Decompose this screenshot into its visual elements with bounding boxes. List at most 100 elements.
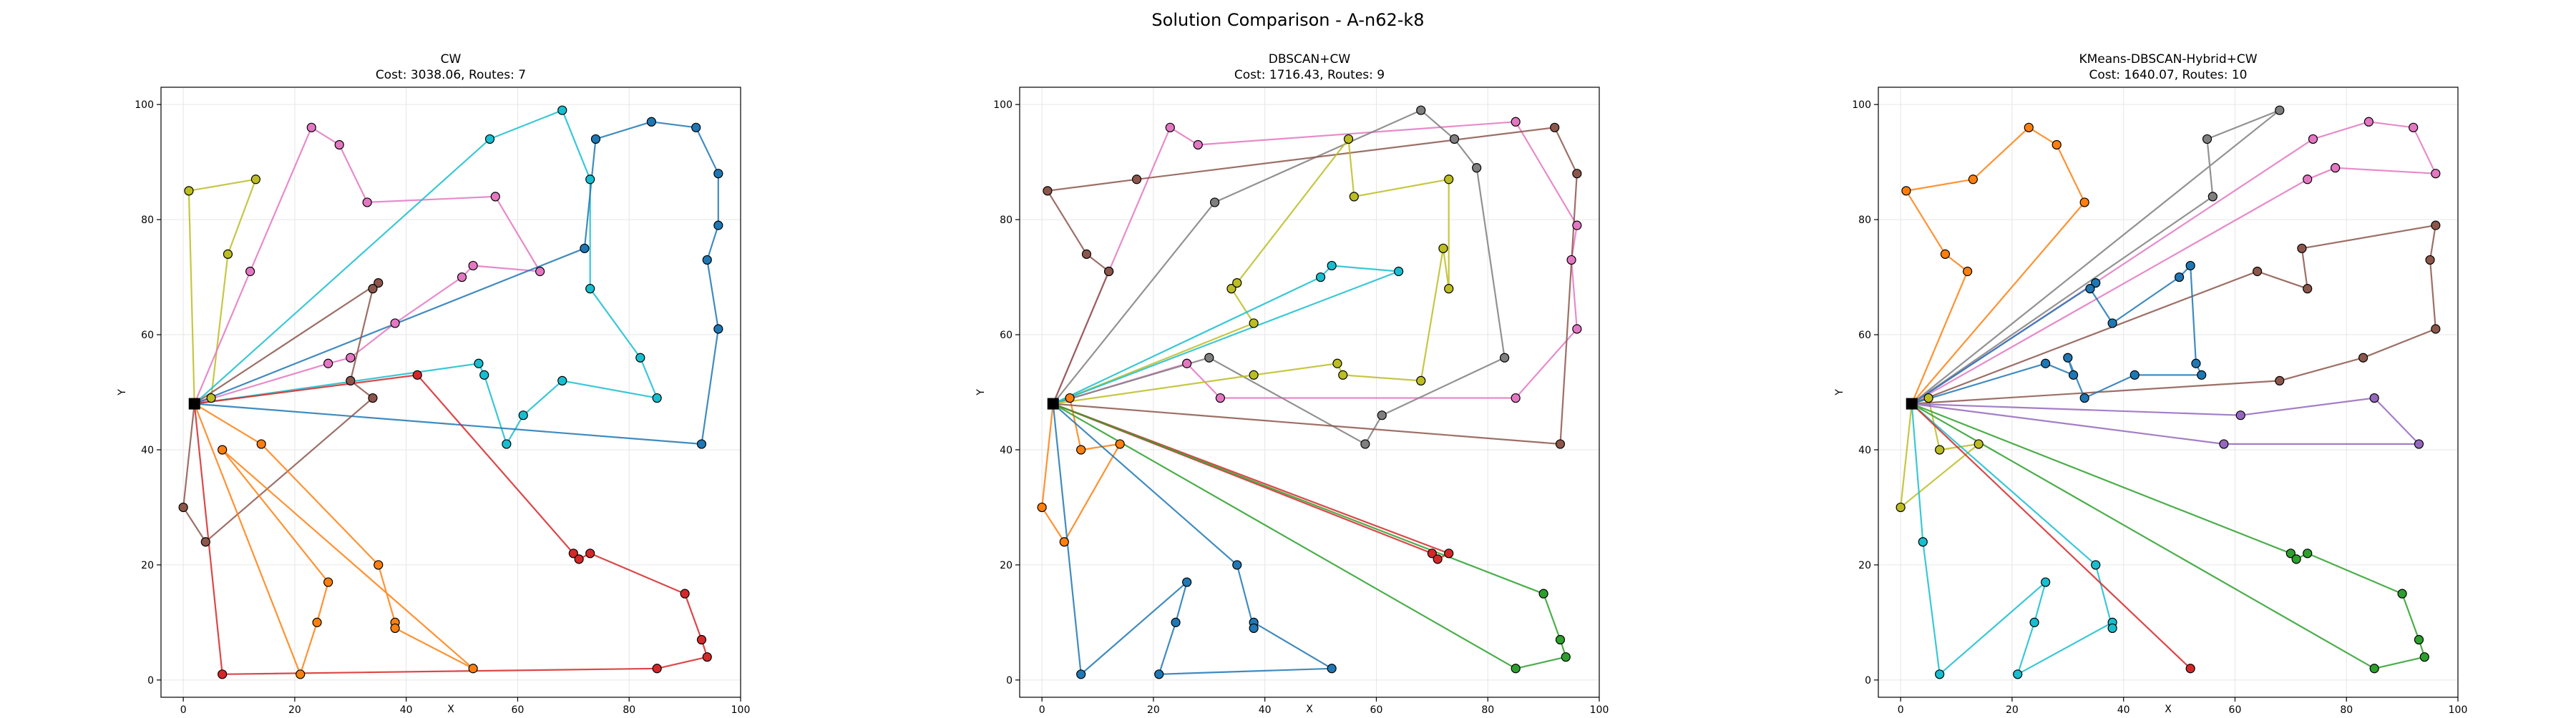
- customer-point: [1131, 174, 1142, 185]
- depot-marker: [1047, 398, 1059, 410]
- customer-point: [1154, 669, 1164, 679]
- customer-point: [2285, 549, 2296, 559]
- routes: [1041, 109, 1578, 675]
- customer-point: [1935, 445, 1945, 455]
- customer-point: [691, 122, 701, 132]
- customer-point: [1572, 324, 1582, 334]
- customer-point: [368, 284, 378, 294]
- customer-point: [206, 393, 216, 403]
- y-axis-label: Y: [975, 389, 987, 396]
- customer-point: [646, 117, 656, 127]
- customer-point: [390, 318, 400, 328]
- customer-point: [1968, 174, 1979, 185]
- customer-point: [2041, 358, 2051, 368]
- routes: [182, 109, 719, 675]
- customer-point: [2063, 353, 2073, 363]
- axes-frame: [1019, 87, 1600, 698]
- customer-point: [2079, 393, 2089, 403]
- customer-point: [1555, 439, 1566, 449]
- customer-point: [2185, 664, 2195, 674]
- customer-point: [2013, 669, 2023, 679]
- grid: [161, 87, 741, 697]
- customer-point: [1232, 278, 1242, 288]
- x-tick-label: 100: [731, 704, 751, 715]
- customer-point: [1338, 370, 1348, 380]
- customer-point: [1538, 589, 1548, 599]
- customer-point: [557, 105, 567, 115]
- customer-point: [1059, 537, 1069, 547]
- customer-point: [479, 370, 489, 380]
- customer-point: [390, 623, 400, 634]
- customer-point: [696, 634, 707, 645]
- y-tick-label: 80: [1000, 215, 1013, 226]
- customer-point: [2303, 549, 2313, 559]
- y-tick-label: 40: [1858, 445, 1871, 456]
- customer-point: [1394, 266, 1404, 277]
- customer-point: [574, 554, 584, 564]
- customer-point: [1449, 134, 1460, 144]
- grid: [1878, 87, 2459, 697]
- x-axis-label: X: [2165, 704, 2172, 715]
- customers: [178, 105, 723, 679]
- x-tick-label: 20: [2006, 704, 2019, 715]
- x-tick-label: 40: [1259, 704, 1272, 715]
- customer-point: [2363, 117, 2373, 127]
- customer-point: [1555, 634, 1566, 645]
- customer-point: [1249, 370, 1259, 380]
- x-tick-label: 100: [2449, 704, 2468, 715]
- y-axis-label: Y: [1834, 389, 1845, 396]
- chart-title: KMeans-DBSCAN-Hybrid+CW: [2079, 52, 2257, 67]
- axes-frame: [160, 87, 741, 698]
- customer-point: [1209, 197, 1220, 207]
- customer-point: [1171, 617, 1181, 627]
- customer-point: [2024, 122, 2034, 132]
- customer-point: [580, 243, 590, 253]
- x-tick-label: 20: [288, 704, 301, 715]
- x-tick-label: 80: [623, 704, 635, 715]
- customer-point: [1349, 192, 1359, 202]
- x-tick-label: 80: [2340, 704, 2353, 715]
- customer-point: [1115, 439, 1125, 449]
- ticks: 0 20 40 60 80 100 0 20 40 60 80 100: [993, 99, 1609, 716]
- x-tick-label: 0: [1898, 704, 1904, 715]
- chart-title: CW: [441, 52, 462, 67]
- customer-point: [680, 589, 690, 599]
- customer-point: [2185, 260, 2195, 271]
- customer-point: [200, 537, 210, 547]
- y-axis-label: Y: [117, 389, 128, 396]
- route-line-9: [1053, 403, 1567, 669]
- y-tick-label: 60: [1000, 330, 1013, 341]
- y-tick-label: 80: [1858, 215, 1871, 226]
- chart-title: DBSCAN+CW: [1269, 52, 1351, 67]
- customer-point: [1444, 284, 1454, 294]
- route-line-3: [1052, 121, 1578, 405]
- customer-point: [1561, 652, 1571, 662]
- customer-point: [1974, 439, 1984, 449]
- customer-point: [1037, 502, 1047, 513]
- customer-point: [184, 186, 194, 196]
- y-tick-label: 60: [1858, 330, 1871, 341]
- customer-point: [1566, 255, 1576, 265]
- customer-point: [1226, 284, 1236, 294]
- customer-point: [1076, 445, 1086, 455]
- y-tick-label: 0: [1006, 675, 1013, 687]
- x-tick-label: 0: [180, 704, 187, 715]
- route-line-3: [193, 109, 658, 446]
- x-tick-label: 60: [1370, 704, 1383, 715]
- customer-point: [1511, 393, 1521, 403]
- y-tick-label: 20: [1000, 560, 1013, 571]
- route-line-10: [1911, 403, 2192, 669]
- customer-point: [484, 134, 495, 144]
- customer-point: [1182, 358, 1192, 368]
- customer-point: [1193, 139, 1203, 150]
- customer-point: [702, 255, 712, 265]
- customer-point: [1438, 243, 1448, 253]
- customer-point: [334, 139, 344, 150]
- customer-point: [362, 197, 372, 207]
- x-tick-label: 100: [1590, 704, 1609, 715]
- customer-point: [1444, 174, 1454, 185]
- figure-title: Solution Comparison - A-n62-k8: [1151, 10, 1425, 30]
- customer-point: [474, 358, 484, 368]
- y-tick-label: 0: [147, 675, 154, 687]
